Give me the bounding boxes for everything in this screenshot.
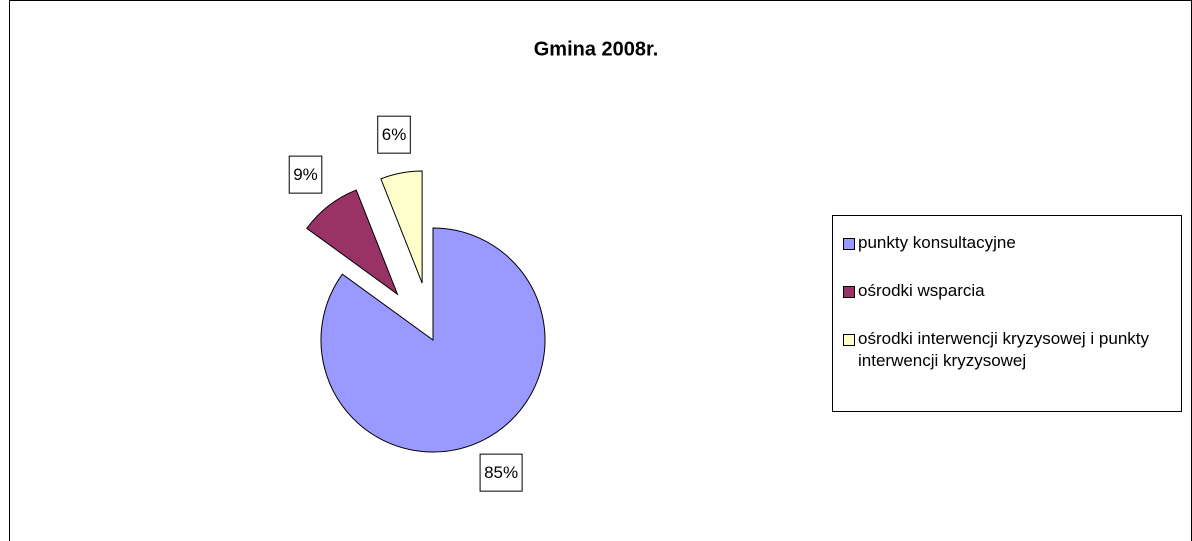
pie-slice: [320, 227, 546, 453]
legend-item: ośrodki wsparcia: [843, 280, 1177, 302]
legend-item: punkty konsultacyjne: [843, 232, 1177, 254]
data-label: 85%: [484, 463, 518, 482]
legend-label: punkty konsultacyjne: [858, 233, 1016, 252]
legend-swatch: [843, 238, 855, 250]
legend-label: ośrodki interwencji kryzysowej i punkty …: [858, 329, 1149, 370]
data-label: 9%: [293, 165, 318, 184]
legend-label: ośrodki wsparcia: [858, 281, 985, 300]
data-label-box: [288, 155, 323, 194]
pie-slice: [380, 170, 423, 284]
legend-swatch: [843, 286, 855, 298]
data-label-box: [377, 115, 411, 154]
data-label: 6%: [382, 125, 407, 144]
pie-slice: [306, 189, 399, 296]
data-label-box: [479, 453, 523, 492]
chart-title: Gmina 2008r.: [534, 38, 659, 60]
legend-item: ośrodki interwencji kryzysowej i punkty …: [843, 328, 1177, 372]
legend-swatch: [843, 334, 855, 346]
legend: punkty konsultacyjne ośrodki wsparcia ośro…: [832, 215, 1182, 412]
